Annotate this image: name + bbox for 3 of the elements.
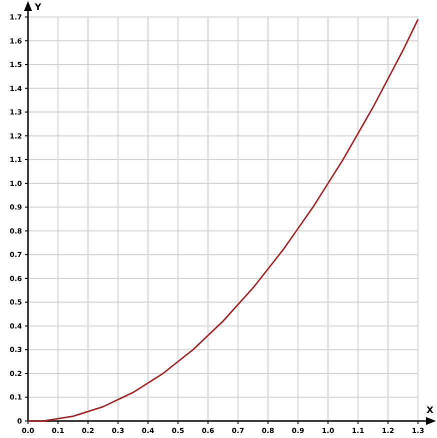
line-series bbox=[27, 18, 419, 422]
y-axis-title: Y bbox=[34, 3, 42, 13]
x-axis-title: X bbox=[426, 406, 434, 416]
